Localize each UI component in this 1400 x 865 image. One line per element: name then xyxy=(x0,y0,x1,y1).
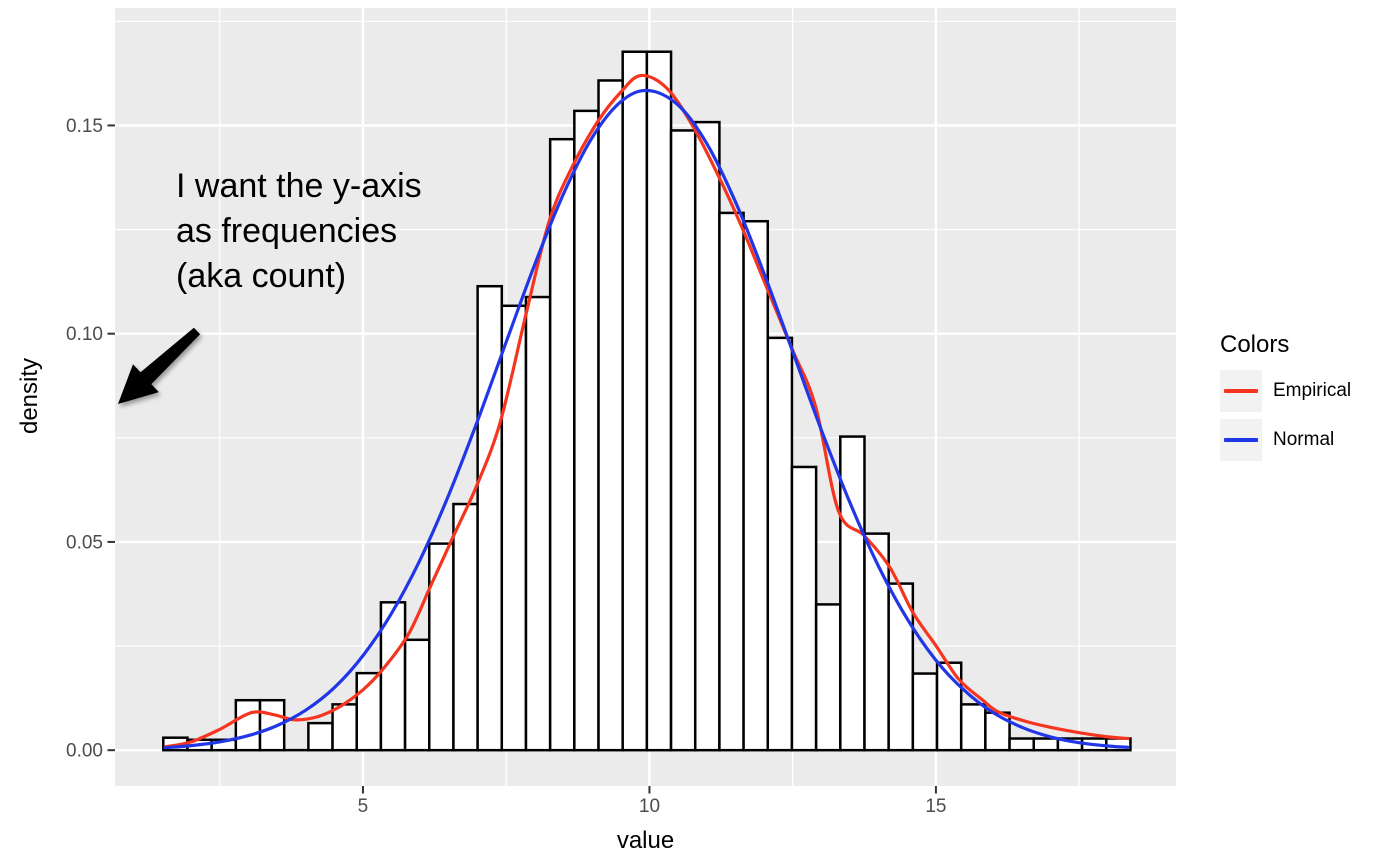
histogram-bar xyxy=(452,502,479,752)
legend-item-normal: Normal xyxy=(1220,419,1351,461)
histogram-bar xyxy=(597,79,624,752)
histogram-bar xyxy=(790,465,818,752)
annotation-text: I want the y-axis as frequencies (aka co… xyxy=(176,164,422,299)
histogram-bar xyxy=(573,109,600,752)
x-tick-label: 10 xyxy=(639,796,660,817)
histogram-bar xyxy=(814,603,842,752)
x-tick-label: 5 xyxy=(358,796,369,817)
histogram-bar xyxy=(959,703,987,752)
histogram-bar xyxy=(693,120,721,752)
histogram-bar xyxy=(742,219,770,752)
histogram-bar xyxy=(548,137,576,752)
legend-label: Empirical xyxy=(1273,380,1352,401)
histogram-bar xyxy=(331,703,358,752)
histogram-bar xyxy=(476,284,504,752)
histogram-bar xyxy=(645,50,673,752)
histogram-bar xyxy=(403,638,431,752)
histogram-bar xyxy=(524,295,552,752)
y-tick-label: 0.15 xyxy=(66,116,103,137)
annotation-line: I want the y-axis xyxy=(176,167,422,205)
histogram-bar xyxy=(718,211,745,752)
histogram-bar xyxy=(1008,737,1035,752)
annotation-line: as frequencies xyxy=(176,212,398,250)
histogram-bar xyxy=(766,336,794,752)
histogram-bar xyxy=(839,435,866,752)
histogram-bar xyxy=(863,532,890,752)
histogram-bar xyxy=(669,129,697,752)
normal-line-swatch xyxy=(1224,438,1258,442)
x-tick-label: 15 xyxy=(925,796,946,817)
histogram-bar xyxy=(379,601,407,752)
histogram-bar xyxy=(887,582,915,752)
legend-key xyxy=(1220,370,1262,412)
histogram-bar xyxy=(1032,737,1060,752)
legend: Colors Empirical Normal xyxy=(1220,331,1351,468)
legend-key xyxy=(1220,419,1262,461)
y-tick-label: 0.05 xyxy=(66,532,103,553)
legend-label: Normal xyxy=(1273,429,1335,450)
legend-title: Colors xyxy=(1220,331,1290,358)
y-tick-label: 0.10 xyxy=(66,324,103,345)
histogram-bar xyxy=(911,672,939,752)
empirical-line-swatch xyxy=(1224,389,1258,393)
normal-density-curve xyxy=(163,88,1130,750)
histogram-bar xyxy=(307,721,334,752)
histogram-bar xyxy=(621,50,649,752)
empirical-density-curve xyxy=(163,73,1130,749)
histogram-bar xyxy=(500,304,528,752)
histogram-bar xyxy=(234,698,262,752)
x-axis-title: value xyxy=(616,827,675,854)
legend-item-empirical: Empirical xyxy=(1220,370,1351,412)
annotation-line: (aka count) xyxy=(176,257,347,295)
y-tick-label: 0.00 xyxy=(66,741,103,762)
histogram-bar xyxy=(428,542,455,752)
